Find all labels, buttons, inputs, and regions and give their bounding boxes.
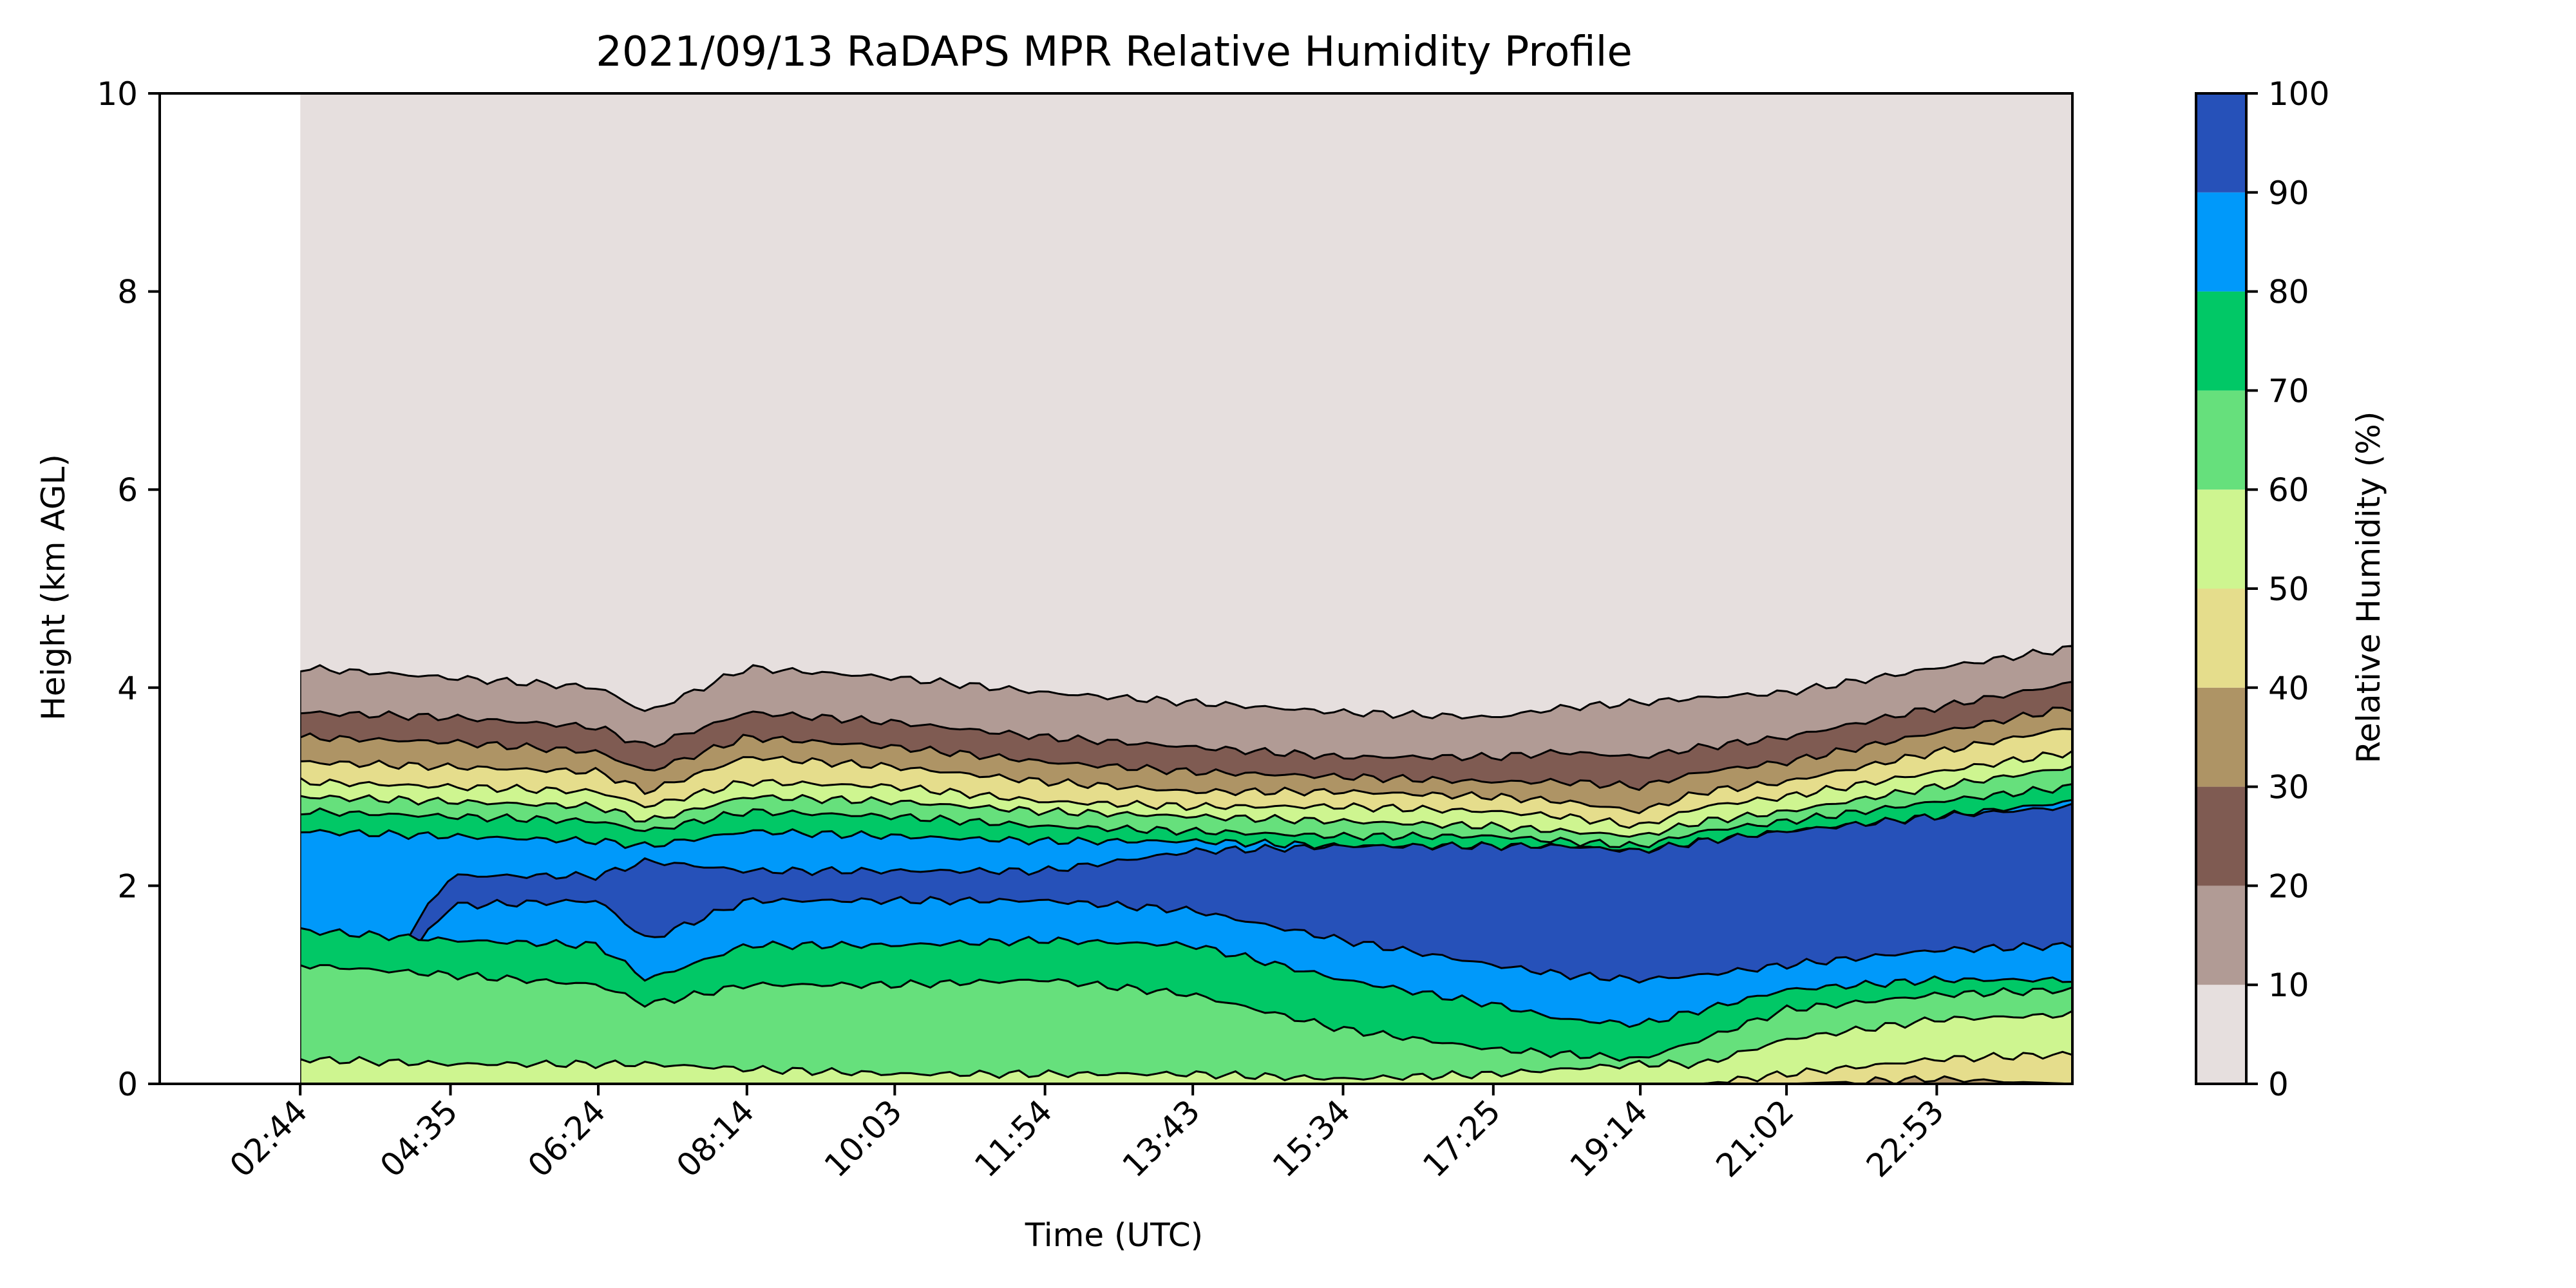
colorbar-segment bbox=[2196, 93, 2246, 193]
colorbar-tick-label: 70 bbox=[2268, 372, 2309, 410]
x-axis: 02:44 04:35 06:24 08:14 10:03 11:54 13:43 15:34… bbox=[223, 1084, 1951, 1184]
y-tick-label: 4 bbox=[117, 670, 138, 707]
colorbar-tick-label: 100 bbox=[2268, 75, 2329, 113]
y-tick-label: 2 bbox=[117, 867, 138, 905]
y-tick-label: 0 bbox=[117, 1066, 138, 1103]
colorbar-tick-label: 40 bbox=[2268, 670, 2309, 707]
x-tick-label: 08:14 bbox=[669, 1092, 761, 1184]
y-axis: 0 2 4 6 8 10 bbox=[97, 75, 160, 1103]
colorbar-segment bbox=[2196, 985, 2246, 1084]
chart-title: 2021/09/13 RaDAPS MPR Relative Humidity … bbox=[596, 28, 1633, 76]
colorbar-segment bbox=[2196, 291, 2246, 391]
colorbar-segment bbox=[2196, 886, 2246, 985]
y-axis-label: Height (km AGL) bbox=[35, 454, 72, 721]
colorbar-segment bbox=[2196, 687, 2246, 787]
colorbar-segment bbox=[2196, 589, 2246, 688]
colorbar-tick-label: 20 bbox=[2268, 867, 2309, 905]
colorbar-segment bbox=[2196, 390, 2246, 490]
colorbar-tick-label: 0 bbox=[2268, 1066, 2289, 1103]
x-tick-label: 22:53 bbox=[1859, 1092, 1951, 1184]
x-tick-label: 06:24 bbox=[521, 1092, 613, 1184]
x-tick-label: 15:34 bbox=[1265, 1092, 1358, 1184]
x-axis-label: Time (UTC) bbox=[1025, 1217, 1203, 1254]
rh-band-low-1 bbox=[299, 963, 2072, 1084]
x-tick-label: 11:54 bbox=[967, 1092, 1059, 1184]
rh-band-low-3 bbox=[300, 1050, 2072, 1084]
x-tick-label: 02:44 bbox=[223, 1092, 315, 1184]
x-tick-label: 04:35 bbox=[373, 1092, 465, 1184]
x-tick-label: 10:03 bbox=[817, 1092, 909, 1184]
colorbar-segment bbox=[2196, 192, 2246, 292]
colorbar-tick-label: 10 bbox=[2268, 967, 2309, 1004]
colorbar-segment bbox=[2196, 489, 2246, 589]
x-tick-label: 13:43 bbox=[1115, 1092, 1208, 1184]
colorbar-tick-label: 50 bbox=[2268, 571, 2309, 608]
x-tick-label: 21:02 bbox=[1709, 1092, 1801, 1184]
colorbar-tick-label: 80 bbox=[2268, 274, 2309, 311]
rh-band-low-2 bbox=[299, 1010, 2072, 1084]
colorbar-tick-label: 30 bbox=[2268, 769, 2309, 806]
colorbar-tick-label: 90 bbox=[2268, 175, 2309, 212]
rh-band-90-100 bbox=[319, 802, 2072, 1062]
no-data-region bbox=[160, 93, 301, 1084]
colorbar-tick-label: 60 bbox=[2268, 471, 2309, 509]
plot-area bbox=[160, 93, 2072, 1084]
y-tick-label: 8 bbox=[117, 274, 138, 311]
colorbar: 0 10 20 30 40 50 60 70 80 90 100 bbox=[2195, 75, 2329, 1103]
x-tick-label: 17:25 bbox=[1416, 1092, 1508, 1184]
colorbar-label: Relative Humidity (%) bbox=[2350, 412, 2387, 764]
y-tick-label: 6 bbox=[117, 471, 138, 509]
colorbar-segment bbox=[2196, 786, 2246, 886]
x-tick-label: 19:14 bbox=[1563, 1092, 1655, 1184]
plot-frame bbox=[158, 92, 2074, 1085]
y-tick-label: 10 bbox=[97, 75, 138, 113]
